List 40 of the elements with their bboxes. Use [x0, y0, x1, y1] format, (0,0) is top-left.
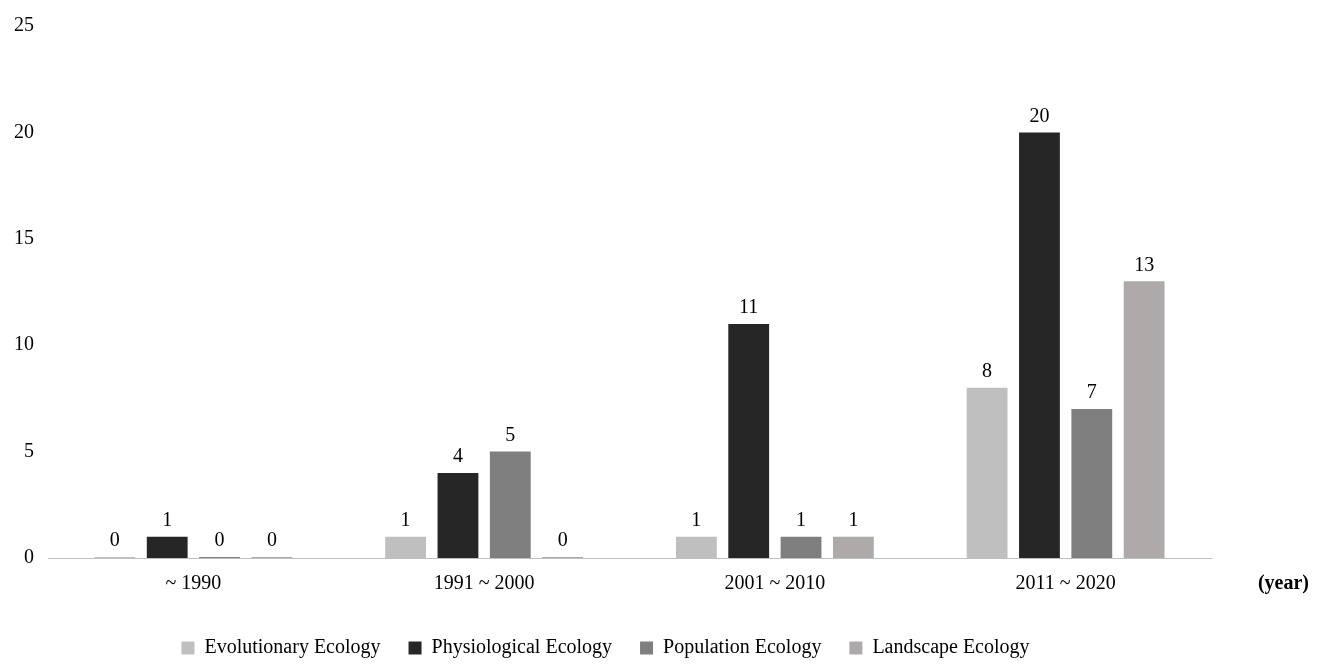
legend-label: Landscape Ecology: [872, 635, 1030, 659]
legend-label: Evolutionary Ecology: [204, 635, 381, 659]
legend-label: Physiological Ecology: [431, 635, 613, 659]
data-label: 7: [1086, 380, 1097, 403]
data-label: 0: [266, 528, 277, 551]
bar: [780, 536, 822, 558]
x-tick-label: 2001 ~ 2010: [724, 571, 826, 594]
data-label: 0: [557, 528, 568, 551]
data-label: 4: [452, 444, 463, 467]
data-label: 0: [109, 528, 120, 551]
data-label: 8: [982, 359, 993, 382]
y-tick-label: 5: [24, 438, 34, 461]
data-label: 20: [1029, 103, 1050, 126]
y-tick-label: 10: [14, 332, 34, 355]
bar: [1019, 132, 1060, 558]
data-label: 1: [162, 507, 173, 530]
bar: [1123, 281, 1165, 558]
x-tick-label: ~ 1990: [165, 571, 222, 594]
x-tick-label: 1991 ~ 2000: [433, 571, 535, 594]
data-label: 1: [691, 507, 702, 530]
bar: [437, 472, 479, 558]
data-label: 1: [796, 507, 807, 530]
y-tick-label: 25: [14, 13, 34, 36]
data-label: 1: [848, 507, 859, 530]
bar: [728, 323, 770, 558]
bar: [1071, 409, 1113, 558]
bar: [832, 536, 874, 558]
data-label: 5: [505, 422, 516, 445]
data-label: 1: [400, 507, 411, 530]
data-label: 13: [1134, 252, 1155, 275]
x-tick-label: 2011 ~ 2020: [1015, 571, 1116, 594]
bar: [146, 536, 188, 558]
legend-label: Population Ecology: [663, 635, 822, 659]
data-label: 0: [214, 528, 225, 551]
y-tick-label: 15: [14, 226, 34, 249]
y-tick-label: 0: [24, 545, 34, 568]
y-tick-label: 20: [14, 119, 34, 142]
bar: [489, 451, 531, 558]
data-label: 11: [739, 295, 759, 318]
x-axis-title: (year): [1257, 571, 1309, 595]
